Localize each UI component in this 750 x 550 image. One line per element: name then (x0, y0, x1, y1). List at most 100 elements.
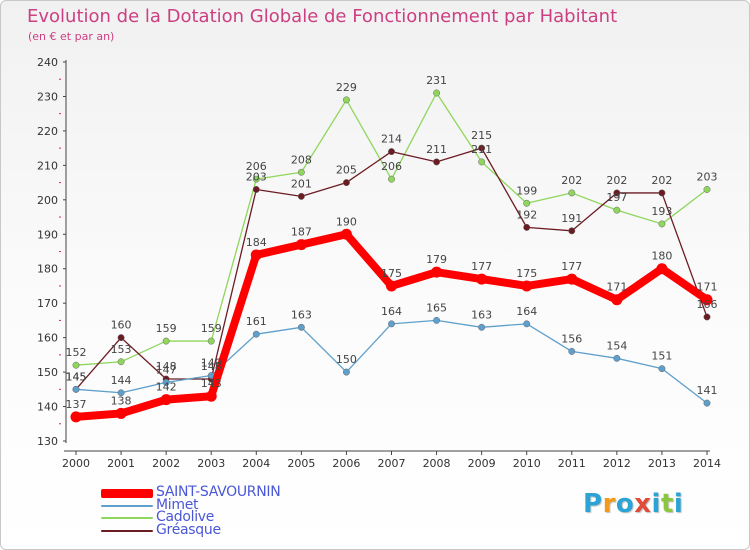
x-tick-label: 2000 (62, 457, 90, 470)
y-tick-label: 170 (37, 297, 58, 310)
data-label: 208 (291, 153, 312, 166)
data-point (433, 89, 441, 97)
data-point (297, 323, 305, 331)
data-label: 202 (606, 174, 627, 187)
y-tick-label: 130 (37, 435, 58, 448)
data-label: 164 (381, 305, 402, 318)
data-point (342, 96, 350, 104)
legend-swatch (101, 517, 153, 519)
data-label: 148 (201, 360, 222, 373)
data-point (295, 239, 307, 251)
data-label: 143 (201, 377, 222, 390)
data-point (656, 263, 668, 275)
data-point (70, 411, 82, 423)
data-point (433, 158, 441, 166)
data-label: 171 (606, 281, 627, 294)
data-point (250, 249, 262, 261)
data-point (160, 394, 172, 406)
data-label: 199 (516, 184, 537, 197)
data-point (613, 354, 621, 362)
data-label: 141 (697, 384, 718, 397)
data-label: 177 (561, 260, 582, 273)
data-label: 229 (336, 81, 357, 94)
data-label: 203 (697, 170, 718, 183)
data-point (613, 189, 621, 197)
x-tick-label: 2003 (197, 457, 225, 470)
y-tick-label: 210 (37, 159, 58, 172)
x-tick-label: 2001 (107, 457, 135, 470)
logo-letter: i (673, 489, 684, 519)
y-tick-label: 160 (37, 332, 58, 345)
data-label: 145 (66, 370, 87, 383)
logo-letter: x (634, 489, 652, 519)
data-point (388, 148, 395, 156)
data-point (701, 294, 713, 306)
data-label: 164 (516, 305, 537, 318)
data-point (566, 273, 578, 285)
data-label: 148 (156, 360, 177, 373)
data-point (476, 273, 488, 285)
data-label: 175 (516, 267, 537, 280)
data-label: 191 (561, 212, 582, 225)
data-label: 202 (561, 174, 582, 187)
data-point (388, 320, 395, 328)
x-tick-label: 2012 (603, 457, 631, 470)
data-label: 147 (156, 363, 177, 376)
x-tick-label: 2008 (423, 457, 451, 470)
data-label: 151 (651, 350, 672, 363)
data-point (658, 365, 666, 373)
data-label: 206 (246, 160, 267, 173)
data-point (115, 407, 127, 419)
data-label: 152 (66, 346, 87, 359)
y-tick-label: 220 (37, 125, 58, 138)
data-label: 163 (471, 308, 492, 321)
data-label: 231 (426, 74, 447, 87)
data-label: 175 (381, 267, 402, 280)
data-label: 211 (426, 143, 447, 156)
y-tick-label: 180 (37, 263, 58, 276)
data-point (162, 378, 170, 386)
legend-label: Cadolive (156, 509, 215, 525)
data-point (703, 313, 711, 321)
y-tick-label: 240 (37, 56, 58, 69)
data-label: 206 (381, 160, 402, 173)
data-point (521, 280, 533, 292)
logo-letter: P (583, 489, 603, 519)
x-tick-label: 2002 (152, 457, 180, 470)
x-tick-label: 2007 (378, 457, 406, 470)
data-point (431, 266, 443, 278)
data-label: 149 (201, 357, 222, 370)
data-label: 150 (336, 353, 357, 366)
data-point (658, 220, 666, 228)
data-label: 184 (246, 236, 267, 249)
data-point (478, 144, 486, 152)
data-label: 153 (111, 343, 132, 356)
data-point (478, 323, 486, 331)
x-tick-label: 2013 (648, 457, 676, 470)
data-point (252, 186, 260, 193)
data-label: 187 (291, 226, 312, 239)
data-label: 215 (471, 129, 492, 142)
data-point (162, 337, 170, 345)
data-point (433, 316, 441, 324)
legend-item: Cadolive (101, 509, 341, 525)
data-point (568, 347, 576, 355)
data-label: 165 (426, 301, 447, 314)
data-label: 138 (111, 394, 132, 407)
data-label: 156 (561, 332, 582, 345)
data-point (613, 206, 621, 214)
data-label: 142 (156, 381, 177, 394)
data-label: 202 (651, 174, 672, 187)
data-label: 177 (471, 260, 492, 273)
y-tick-label: 200 (37, 194, 58, 207)
data-point (117, 358, 125, 366)
data-label: 180 (651, 250, 672, 263)
data-label: 144 (111, 374, 132, 387)
data-label: 201 (291, 177, 312, 190)
data-point (340, 228, 352, 240)
proxiti-logo: Proxiti (583, 489, 683, 519)
data-point (342, 179, 350, 187)
data-label: 211 (471, 143, 492, 156)
legend-swatch (101, 529, 153, 532)
